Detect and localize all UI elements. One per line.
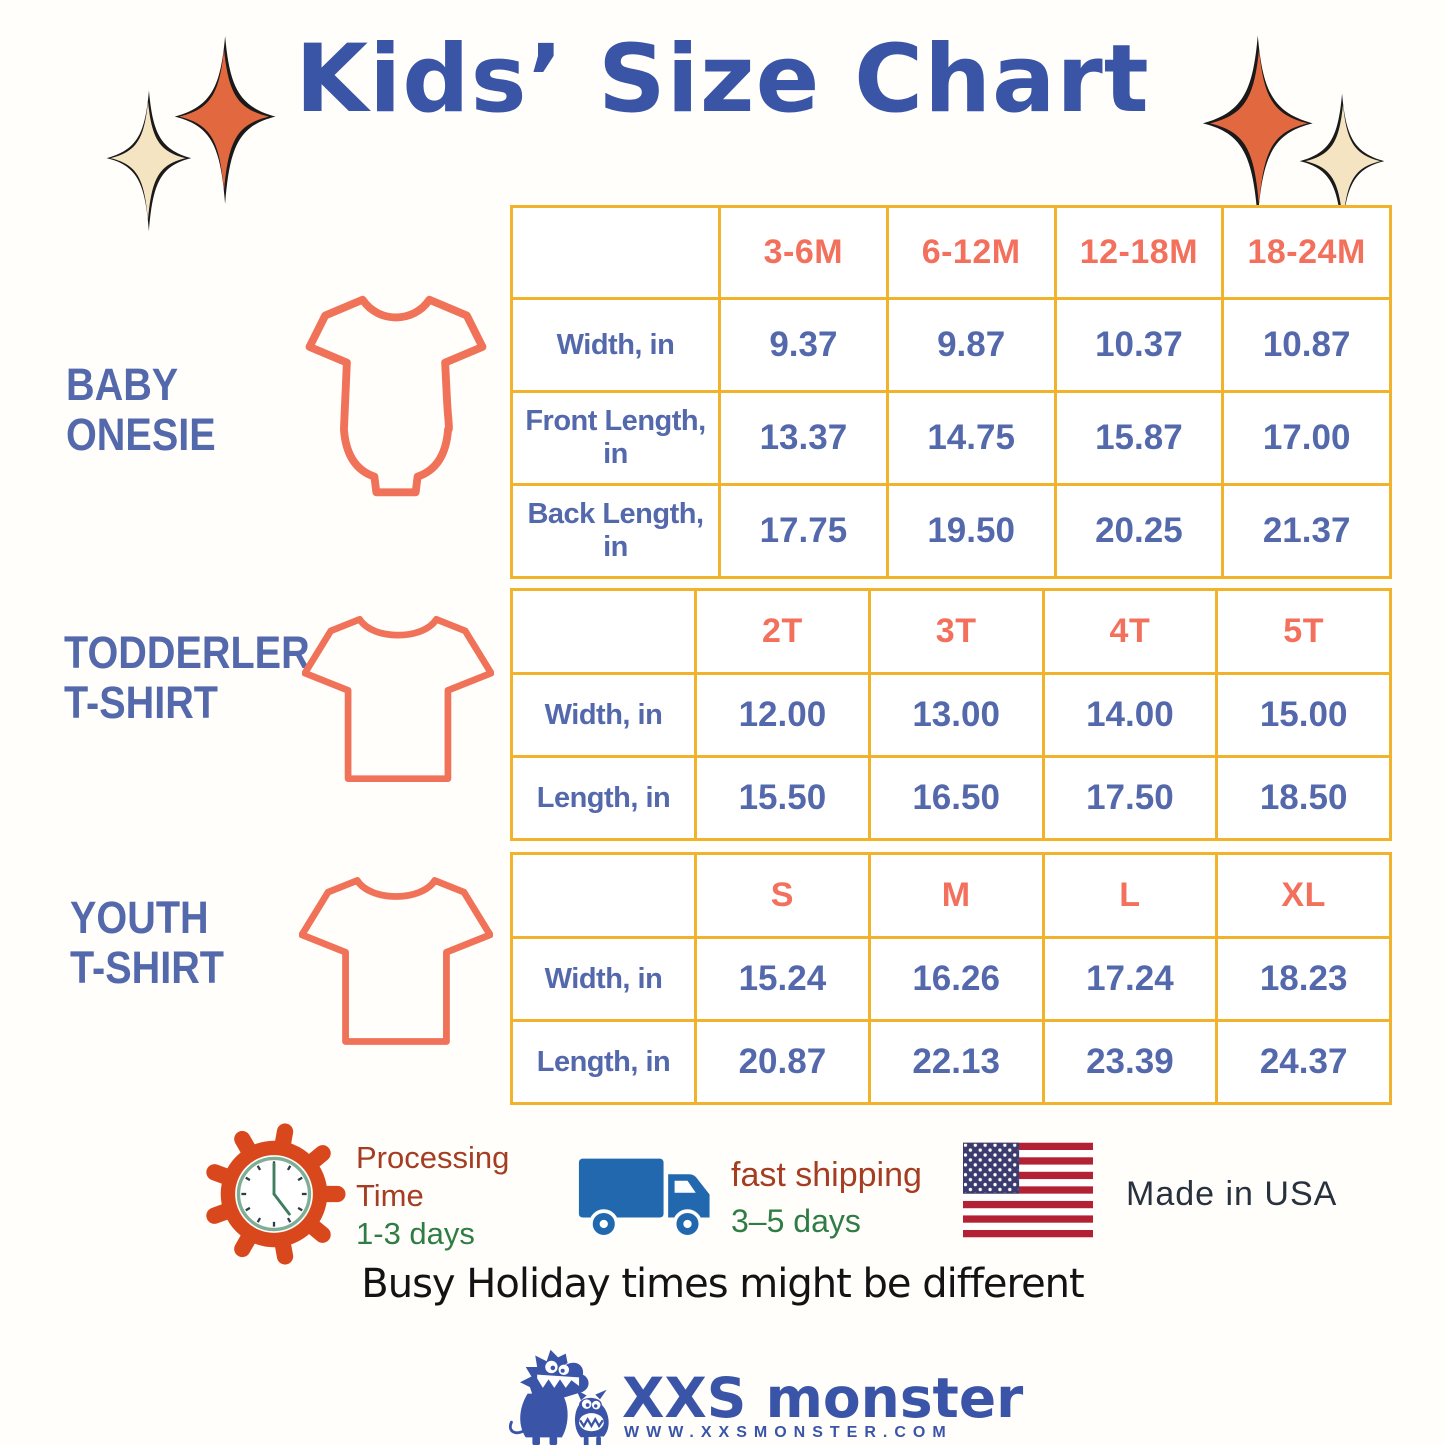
measurement-value: 19.50 [885, 483, 1057, 579]
measurement-value: 21.37 [1221, 483, 1392, 579]
measurement-value: 17.24 [1041, 936, 1219, 1022]
measurement-row: Length, in 15.50 16.50 17.50 18.50 [510, 755, 1392, 841]
size-header-row: S M L XL [510, 852, 1392, 939]
measurement-value: 15.00 [1215, 672, 1392, 758]
measurement-value: 15.50 [694, 755, 871, 841]
measurement-value: 17.00 [1221, 390, 1392, 486]
measurement-value: 10.87 [1221, 297, 1392, 393]
measurement-label: Front Length, in [510, 390, 721, 486]
measurement-value: 17.50 [1041, 755, 1219, 841]
measurement-label: Width, in [510, 672, 697, 758]
baby-onesie-size-table: 3-6M 6-12M 12-18M 18-24M Width, in 9.37 9.87 10… [510, 205, 1392, 579]
measurement-value: 23.39 [1041, 1019, 1219, 1105]
measurement-row: Front Length, in 13.37 14.75 15.87 17.00 [510, 390, 1392, 486]
toddler-tshirt-size-table: 2T 3T 4T 5T Width, in 12.00 13.00 14.00 15.00 Len… [510, 588, 1392, 841]
section-label-line: TODDERLER [64, 627, 310, 678]
corner-cell [510, 205, 721, 300]
brand-name: XXS monster [622, 1366, 1024, 1430]
measurement-value: 20.25 [1053, 483, 1225, 579]
size-header-row: 3-6M 6-12M 12-18M 18-24M [510, 205, 1392, 300]
processing-line: Time [356, 1178, 424, 1213]
processing-time-text: Processing Time 1-3 days [356, 1139, 509, 1253]
size-column-header: 3-6M [718, 205, 889, 300]
measurement-value: 15.87 [1053, 390, 1225, 486]
processing-line: Processing [356, 1140, 510, 1175]
measurement-value: 12.00 [694, 672, 871, 758]
size-column-header: 18-24M [1221, 205, 1392, 300]
size-column-header: 2T [694, 588, 871, 675]
youth-tshirt-size-table: S M L XL Width, in 15.24 16.26 17.24 18.23 Length… [510, 852, 1392, 1105]
section-label-line: T-SHIRT [70, 942, 224, 993]
sparkle-star-icon [174, 36, 276, 204]
measurement-value: 22.13 [867, 1019, 1045, 1105]
shipping-truck-icon [578, 1158, 710, 1239]
monster-mascots-icon [509, 1349, 609, 1445]
measurement-value: 9.87 [885, 297, 1057, 393]
measurement-value: 10.37 [1053, 297, 1225, 393]
size-column-header: L [1041, 852, 1219, 939]
processing-duration: 1-3 days [356, 1216, 475, 1251]
measurement-value: 9.37 [718, 297, 889, 393]
measurement-label: Back Length, in [510, 483, 721, 579]
measurement-value: 18.50 [1215, 755, 1392, 841]
size-column-header: M [867, 852, 1045, 939]
measurement-value: 18.23 [1215, 936, 1392, 1022]
measurement-value: 15.24 [694, 936, 871, 1022]
measurement-row: Width, in 15.24 16.26 17.24 18.23 [510, 936, 1392, 1022]
made-in-usa-text: Made in USA [1126, 1175, 1338, 1213]
size-table: 3-6M 6-12M 12-18M 18-24M Width, in 9.37 9.87 10… [510, 205, 1392, 579]
measurement-value: 13.37 [718, 390, 889, 486]
measurement-value: 16.26 [867, 936, 1045, 1022]
measurement-label: Length, in [510, 1019, 697, 1105]
measurement-label: Length, in [510, 755, 697, 841]
measurement-row: Width, in 12.00 13.00 14.00 15.00 [510, 672, 1392, 758]
section-label-line: ONESIE [66, 409, 216, 460]
measurement-label: Width, in [510, 297, 721, 393]
sparkle-star-icon [1299, 93, 1385, 235]
size-column-header: 6-12M [885, 205, 1057, 300]
shipping-duration: 3–5 days [731, 1203, 861, 1239]
measurement-value: 16.50 [867, 755, 1045, 841]
brand-website: WWW.XXSMONSTER.COM [624, 1424, 953, 1441]
size-column-header: 5T [1215, 588, 1392, 675]
shipping-title: fast shipping [731, 1156, 922, 1194]
section-label-youth-tshirt: YOUTH T-SHIRT [70, 893, 224, 993]
measurement-row: Length, in 20.87 22.13 23.39 24.37 [510, 1019, 1392, 1105]
measurement-row: Back Length, in 17.75 19.50 20.25 21.37 [510, 483, 1392, 579]
usa-flag-icon [963, 1142, 1093, 1238]
sparkle-star-icon [106, 90, 192, 232]
measurement-value: 17.75 [718, 483, 889, 579]
measurement-value: 24.37 [1215, 1019, 1392, 1105]
gear-clock-icon [206, 1123, 346, 1265]
measurement-value: 13.00 [867, 672, 1045, 758]
size-table: 2T 3T 4T 5T Width, in 12.00 13.00 14.00 15.00 Len… [510, 588, 1392, 841]
youth-tshirt-icon [299, 877, 493, 1045]
size-column-header: 4T [1041, 588, 1219, 675]
holiday-notice: Busy Holiday times might be different [361, 1261, 1084, 1307]
size-header-row: 2T 3T 4T 5T [510, 588, 1392, 675]
measurement-value: 14.75 [885, 390, 1057, 486]
section-label-baby-onesie: BABY ONESIE [66, 360, 216, 460]
size-column-header: 3T [867, 588, 1045, 675]
corner-cell [510, 588, 697, 675]
section-label-line: YOUTH [70, 892, 209, 943]
measurement-row: Width, in 9.37 9.87 10.37 10.87 [510, 297, 1392, 393]
sparkle-star-icon [1202, 35, 1313, 219]
size-column-header: S [694, 852, 871, 939]
toddler-tshirt-icon [302, 615, 494, 783]
page-title: Kids’ Size Chart [295, 25, 1150, 134]
baby-onesie-icon [305, 295, 487, 497]
measurement-value: 20.87 [694, 1019, 871, 1105]
fast-shipping-text: fast shipping 3–5 days [731, 1152, 922, 1244]
measurement-label: Width, in [510, 936, 697, 1022]
measurement-value: 14.00 [1041, 672, 1219, 758]
section-label-toddler-tshirt: TODDERLER T-SHIRT [64, 628, 310, 728]
size-column-header: 12-18M [1053, 205, 1225, 300]
corner-cell [510, 852, 697, 939]
size-column-header: XL [1215, 852, 1392, 939]
size-table: S M L XL Width, in 15.24 16.26 17.24 18.23 Length… [510, 852, 1392, 1105]
section-label-line: T-SHIRT [64, 677, 218, 728]
section-label-line: BABY [66, 359, 179, 410]
